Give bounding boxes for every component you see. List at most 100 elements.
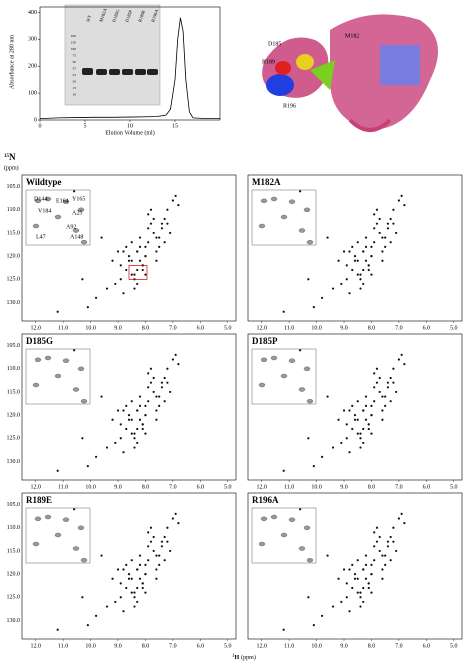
inset-peak — [258, 382, 266, 388]
nmr-peak — [166, 526, 169, 529]
inset-peak — [288, 358, 296, 363]
nmr-peak — [384, 563, 387, 566]
x-tick-label: 9.0 — [114, 643, 122, 649]
y-tick-label: 110.0 — [7, 525, 20, 531]
marker-label: 10 — [73, 92, 77, 96]
nmr-peak — [381, 409, 384, 412]
nmr-peak — [141, 582, 144, 585]
nmr-peak — [160, 222, 164, 225]
inset-peak — [72, 228, 80, 233]
nmr-peak — [326, 554, 329, 557]
nmr-peak — [337, 418, 340, 421]
structure-label: D185 — [268, 41, 281, 47]
x-axis-label: Elution Volume (ml) — [105, 129, 154, 136]
x-tick-label: 6.0 — [197, 643, 205, 649]
nmr-peak — [166, 381, 169, 384]
y-tick-label: 115.0 — [7, 548, 20, 554]
nmr-peak — [362, 427, 365, 431]
nmr-peak — [395, 390, 398, 394]
nmr-peak — [356, 559, 359, 562]
nmr-peak — [125, 427, 128, 431]
nmr-peak — [389, 559, 392, 562]
nmr-peak — [299, 349, 302, 352]
nmr-peak — [340, 600, 343, 604]
x-tick-label: 7.0 — [395, 643, 403, 649]
structure-label: R196 — [283, 103, 296, 109]
inset-label: A92 — [66, 224, 76, 230]
nmr-peak — [384, 245, 387, 248]
nmr-peak — [119, 278, 122, 281]
nmr-peak — [130, 591, 133, 594]
inset-peak — [62, 358, 70, 363]
nmr-peak — [147, 559, 150, 562]
highlight-box — [128, 265, 148, 280]
inset-peak — [80, 558, 88, 563]
nmr-peak — [312, 305, 315, 309]
nmr-peak — [130, 418, 133, 421]
nmr-peak — [160, 540, 164, 543]
nmr-peak — [144, 255, 147, 258]
nmr-peak — [370, 563, 373, 566]
nmr-peak — [125, 563, 128, 566]
nmr-peak — [364, 418, 368, 421]
x-tick-label: 7.0 — [169, 643, 177, 649]
inset-peak — [280, 373, 288, 379]
inset-peak — [288, 199, 296, 204]
nmr-peak — [127, 418, 131, 421]
nmr-peak — [370, 404, 373, 407]
nmr-peak — [127, 577, 131, 580]
inset-peak — [298, 387, 306, 392]
nmr-peak — [386, 545, 390, 548]
inset-peak — [270, 196, 278, 202]
inset-peak — [72, 546, 80, 551]
inset-peak — [77, 207, 85, 213]
unit: (ppm) — [241, 654, 256, 661]
nmr-peak — [133, 605, 136, 608]
nmr-peak — [56, 310, 59, 313]
nmr-peak — [155, 395, 158, 398]
nmr-peak — [364, 259, 368, 262]
nmr-peak — [373, 213, 376, 216]
nmr-peak — [345, 582, 348, 585]
x-tick-label: 11.0 — [58, 484, 68, 490]
nucleus: H — [235, 655, 240, 661]
nmr-peak — [364, 554, 368, 557]
inset-peak — [288, 517, 296, 522]
nmr-peak — [375, 222, 379, 225]
nmr-peak — [119, 596, 122, 599]
nmr-peak — [136, 268, 139, 272]
nmr-peak — [158, 554, 161, 557]
nmr-peak — [141, 427, 144, 431]
nmr-peak — [348, 451, 351, 454]
nmr-peak — [331, 446, 335, 449]
nmr-peak — [141, 423, 144, 426]
inset-peak — [34, 357, 42, 362]
nmr-peak — [356, 273, 359, 276]
nmr-peak — [147, 241, 150, 244]
nmr-peak — [362, 600, 365, 604]
y-tick-label: 130.0 — [7, 459, 21, 465]
nmr-peak — [56, 628, 59, 631]
nmr-peak — [351, 563, 354, 566]
inset-label: D144 — [34, 196, 47, 202]
nmr-peak — [381, 418, 384, 421]
nmr-peak — [364, 245, 368, 248]
nmr-peak — [174, 194, 177, 197]
nmr-peak — [359, 432, 362, 435]
nmr-peak — [155, 554, 158, 557]
x-tick-label: 10.0 — [311, 643, 322, 649]
nmr-peak — [392, 208, 395, 211]
nmr-peak — [320, 455, 324, 458]
nmr-peak — [136, 427, 139, 431]
nmr-peak — [326, 236, 329, 239]
nmr-peak — [353, 414, 357, 417]
nmr-peak — [362, 568, 365, 571]
nmr-peak — [370, 432, 373, 435]
nmr-peak — [133, 273, 136, 276]
nmr-peak — [400, 353, 403, 356]
nmr-peak — [373, 559, 376, 562]
nmr-peak — [130, 400, 133, 403]
inset-peak — [54, 373, 62, 379]
